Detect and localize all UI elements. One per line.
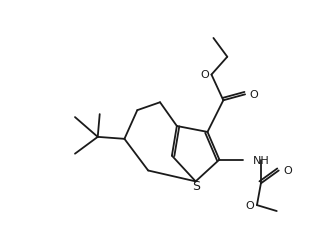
Text: O: O <box>283 166 292 176</box>
Text: O: O <box>200 69 209 79</box>
Text: NH: NH <box>253 155 270 165</box>
Text: O: O <box>250 90 259 100</box>
Text: O: O <box>246 200 254 210</box>
Text: S: S <box>193 179 200 192</box>
